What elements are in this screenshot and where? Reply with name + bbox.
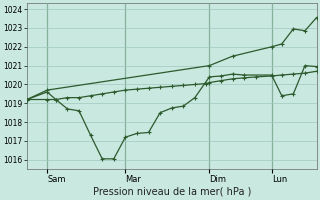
X-axis label: Pression niveau de la mer( hPa ): Pression niveau de la mer( hPa ) <box>92 187 251 197</box>
